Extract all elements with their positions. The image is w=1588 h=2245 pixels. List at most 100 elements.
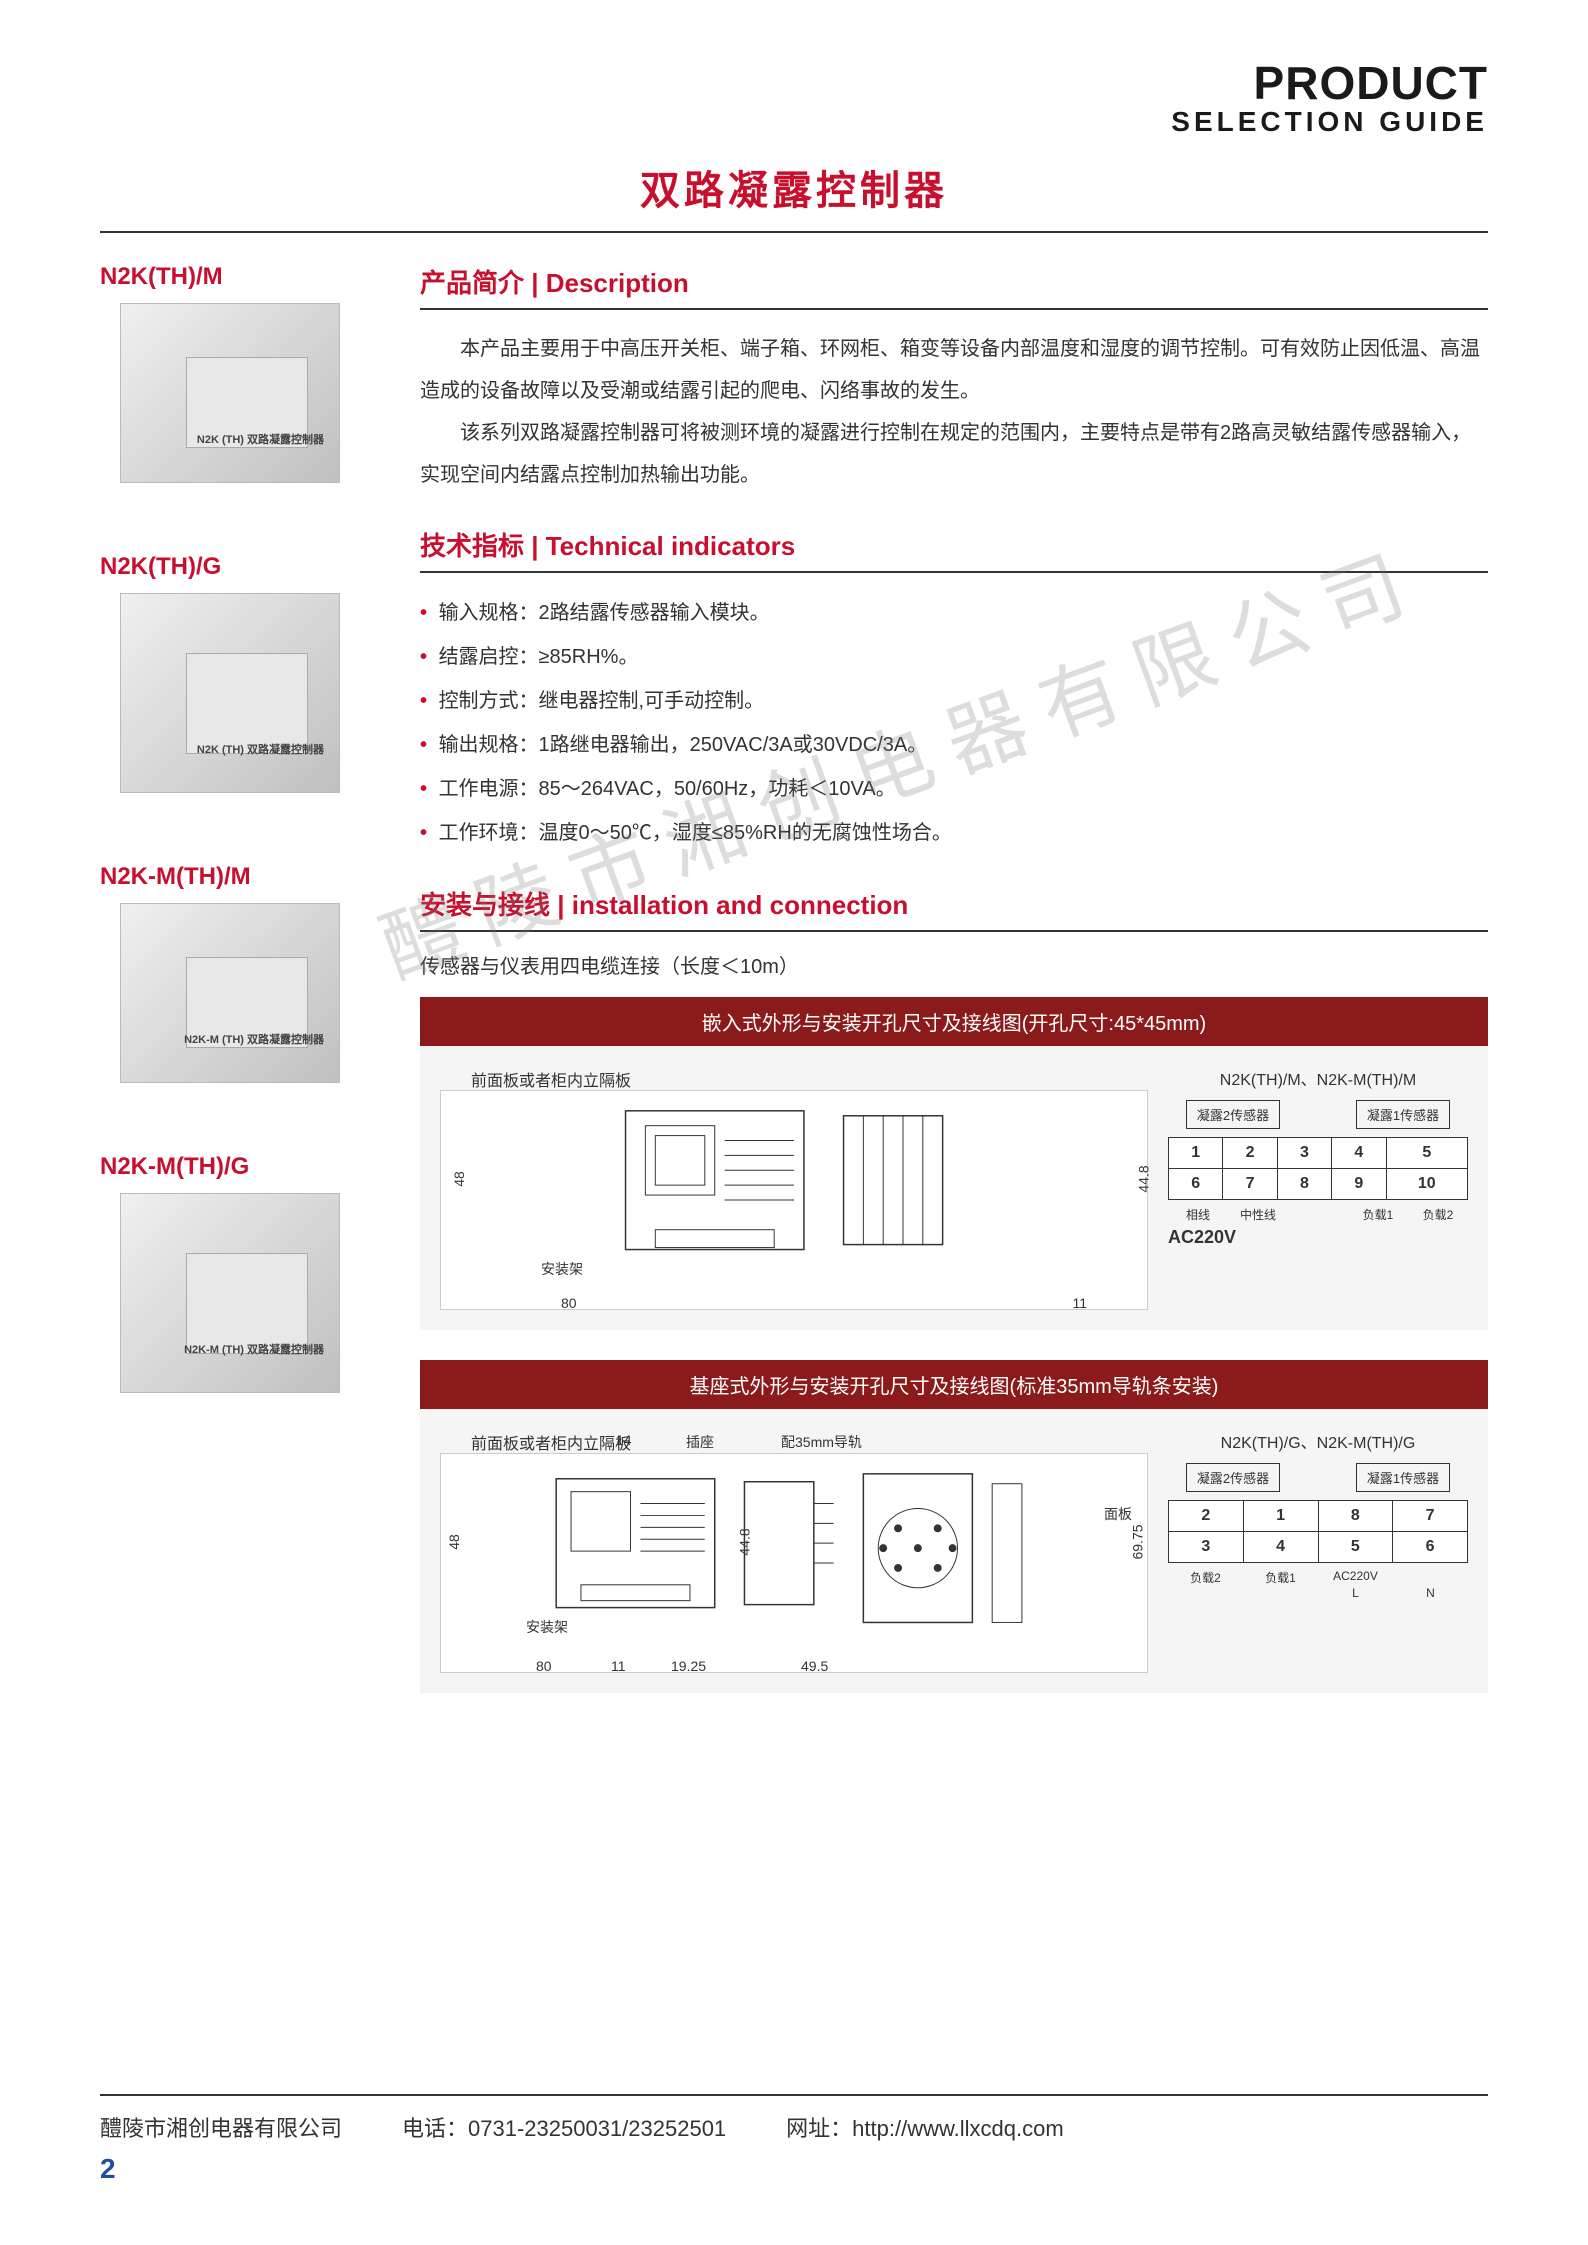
sensor-box: 凝露2传感器: [1186, 1463, 1280, 1492]
drawing-label: 前面板或者柜内立隔板: [471, 1067, 631, 1091]
terminal-cell: 3: [1169, 1532, 1244, 1563]
terminal-cell: 5: [1386, 1138, 1467, 1169]
table-row: 6 7 8 9 10: [1169, 1169, 1468, 1200]
product-image-label: N2K (TH) 双路凝露控制器: [197, 431, 324, 447]
ln-label: N: [1393, 1586, 1468, 1600]
model-label: N2K-M(TH)/M: [100, 863, 380, 891]
section-install-title: 安装与接线 | installation and connection: [420, 885, 1488, 932]
wiring-title: N2K(TH)/G、N2K-M(TH)/G: [1168, 1429, 1468, 1453]
terminal-label: 负载2: [1168, 1569, 1243, 1586]
spec-item: 输入规格：2路结露传感器输入模块。: [420, 591, 1488, 635]
terminal-cell: 7: [1223, 1169, 1277, 1200]
technical-drawing: 前面板或者柜内立隔板: [440, 1453, 1148, 1673]
model-block: N2K-M(TH)/G N2K-M (TH) 双路凝露控制器: [100, 1153, 380, 1393]
model-label: N2K-M(TH)/G: [100, 1153, 380, 1181]
terminal-cell: 4: [1243, 1532, 1318, 1563]
drawing-label: 前面板或者柜内立隔板: [471, 1430, 631, 1454]
terminal-cell: 3: [1277, 1138, 1331, 1169]
dim-d: 11: [1072, 1295, 1087, 1311]
footer-phone: 电话：0731-23250031/23252501: [402, 2111, 726, 2143]
install-frame-label: 安装架: [541, 1259, 583, 1279]
install-frame-label: 安装架: [526, 1617, 568, 1637]
terminal-label: 中性线: [1228, 1206, 1288, 1223]
terminal-label: [1393, 1569, 1468, 1586]
dim-d2: 14: [616, 1432, 632, 1448]
product-image: N2K (TH) 双路凝露控制器: [120, 303, 340, 483]
diagram-block-base: 基座式外形与安装开孔尺寸及接线图(标准35mm导轨条安装) 前面板或者柜内立隔板: [420, 1360, 1488, 1693]
terminal-labels: 负载2 负载1 AC220V: [1168, 1569, 1468, 1586]
table-row: 3 4 5 6: [1169, 1532, 1468, 1563]
terminal-table: 2 1 8 7 3 4 5 6: [1168, 1500, 1468, 1563]
product-image: N2K-M (TH) 双路凝露控制器: [120, 1193, 340, 1393]
terminal-cell: 8: [1318, 1501, 1393, 1532]
terminal-cell: 5: [1318, 1532, 1393, 1563]
diagram-body: 前面板或者柜内立隔板: [420, 1409, 1488, 1693]
left-column: N2K(TH)/M N2K (TH) 双路凝露控制器 N2K(TH)/G N2K…: [100, 263, 380, 1723]
terminal-cell: 1: [1243, 1501, 1318, 1532]
socket-label: 插座: [686, 1432, 714, 1452]
table-row: 1 2 3 4 5: [1169, 1138, 1468, 1169]
product-image-label: N2K-M (TH) 双路凝露控制器: [184, 1031, 324, 1047]
terminal-cell: 8: [1277, 1169, 1331, 1200]
diagram-header: 基座式外形与安装开孔尺寸及接线图(标准35mm导轨条安装): [420, 1360, 1488, 1409]
page-number: 2: [100, 2153, 1488, 2185]
spec-item: 控制方式：继电器控制,可手动控制。: [420, 679, 1488, 723]
terminal-cell: 2: [1169, 1501, 1244, 1532]
page: 醴陵市湘创电器有限公司 PRODUCT SELECTION GUIDE 双路凝露…: [0, 0, 1588, 2245]
dim-h: 48: [451, 1171, 467, 1187]
diagram-block-embedded: 嵌入式外形与安装开孔尺寸及接线图(开孔尺寸:45*45mm) 前面板或者柜内立隔…: [420, 997, 1488, 1330]
header-guide: SELECTION GUIDE: [100, 106, 1488, 138]
product-image: N2K-M (TH) 双路凝露控制器: [120, 903, 340, 1083]
content: N2K(TH)/M N2K (TH) 双路凝露控制器 N2K(TH)/G N2K…: [100, 263, 1488, 1723]
rail-label: 配35mm导轨: [781, 1432, 862, 1452]
main-title: 双路凝露控制器: [100, 158, 1488, 233]
terminal-label: AC220V: [1318, 1569, 1393, 1586]
terminal-label: [1288, 1206, 1348, 1223]
terminal-label: 相线: [1168, 1206, 1228, 1223]
right-column: 产品简介 | Description 本产品主要用于中高压开关柜、端子箱、环网柜…: [420, 263, 1488, 1723]
footer-line: 醴陵市湘创电器有限公司 电话：0731-23250031/23252501 网址…: [100, 2111, 1488, 2143]
sensor-box: 凝露2传感器: [1186, 1100, 1280, 1129]
dim-h2: 44.8: [1135, 1165, 1151, 1192]
spec-list: 输入规格：2路结露传感器输入模块。 结露启控：≥85RH%。 控制方式：继电器控…: [420, 591, 1488, 855]
terminal-cell: 4: [1332, 1138, 1386, 1169]
footer-site: 网址：http://www.llxcdq.com: [786, 2111, 1064, 2143]
drawing-svg: [441, 1454, 1147, 1672]
description-paragraph: 本产品主要用于中高压开关柜、端子箱、环网柜、箱变等设备内部温度和湿度的调节控制。…: [420, 328, 1488, 412]
diagram-body: 前面板或者柜内立隔板: [420, 1046, 1488, 1330]
terminal-cell: 6: [1169, 1169, 1223, 1200]
model-label: N2K(TH)/M: [100, 263, 380, 291]
sensor-row: 凝露2传感器 凝露1传感器: [1168, 1463, 1468, 1492]
dim-d: 11: [611, 1658, 626, 1674]
terminal-cell: 1: [1169, 1138, 1223, 1169]
dim-w: 80: [561, 1295, 577, 1311]
model-block: N2K(TH)/M N2K (TH) 双路凝露控制器: [100, 263, 380, 483]
wiring-diagram: N2K(TH)/M、N2K-M(TH)/M 凝露2传感器 凝露1传感器 1 2 …: [1168, 1066, 1468, 1248]
model-block: N2K-M(TH)/M N2K-M (TH) 双路凝露控制器: [100, 863, 380, 1083]
spec-item: 工作电源：85～264VAC，50/60Hz，功耗＜10VA。: [420, 767, 1488, 811]
terminal-label: 负载2: [1408, 1206, 1468, 1223]
product-image-label: N2K-M (TH) 双路凝露控制器: [184, 1341, 324, 1357]
wiring-diagram: N2K(TH)/G、N2K-M(TH)/G 凝露2传感器 凝露1传感器 2 1 …: [1168, 1429, 1468, 1600]
section-tech-title: 技术指标 | Technical indicators: [420, 526, 1488, 573]
sensor-box: 凝露1传感器: [1356, 1463, 1450, 1492]
panel-label: 面板: [1104, 1504, 1132, 1524]
header: PRODUCT SELECTION GUIDE: [100, 60, 1488, 138]
dim-sd: 19.25: [671, 1658, 706, 1674]
ln-label: L: [1318, 1586, 1393, 1600]
model-block: N2K(TH)/G N2K (TH) 双路凝露控制器: [100, 553, 380, 793]
product-image: N2K (TH) 双路凝露控制器: [120, 593, 340, 793]
dim-sw: 49.5: [801, 1658, 828, 1674]
product-image-label: N2K (TH) 双路凝露控制器: [197, 741, 324, 757]
table-row: 2 1 8 7: [1169, 1501, 1468, 1532]
diagram-header: 嵌入式外形与安装开孔尺寸及接线图(开孔尺寸:45*45mm): [420, 997, 1488, 1046]
terminal-cell: 7: [1393, 1501, 1468, 1532]
wiring-title: N2K(TH)/M、N2K-M(TH)/M: [1168, 1066, 1468, 1090]
terminal-cell: 6: [1393, 1532, 1468, 1563]
dim-w: 80: [536, 1658, 552, 1674]
technical-drawing: 前面板或者柜内立隔板: [440, 1090, 1148, 1310]
footer-company: 醴陵市湘创电器有限公司: [100, 2111, 342, 2143]
footer: 醴陵市湘创电器有限公司 电话：0731-23250031/23252501 网址…: [100, 2094, 1488, 2185]
terminal-labels: 相线 中性线 负载1 负载2: [1168, 1206, 1468, 1223]
spec-item: 输出规格：1路继电器输出，250VAC/3A或30VDC/3A。: [420, 723, 1488, 767]
